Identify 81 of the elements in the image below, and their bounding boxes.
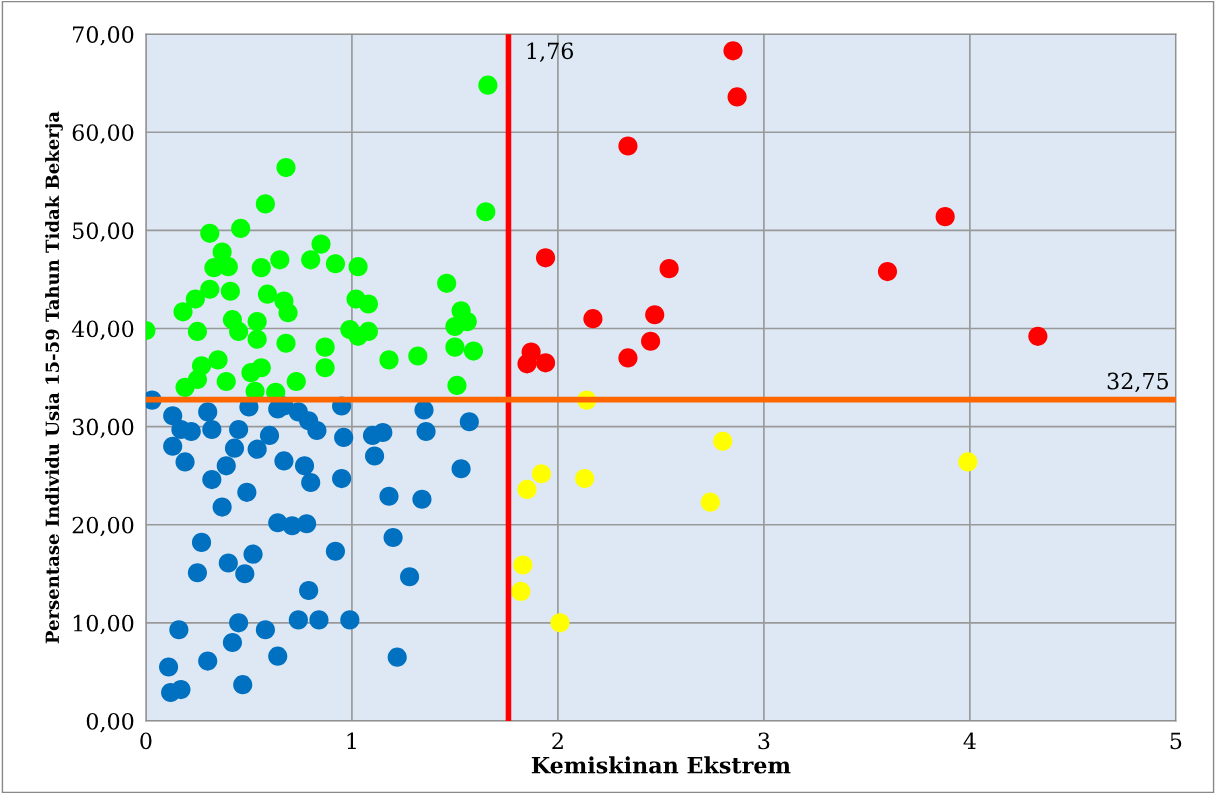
- point: [348, 326, 368, 346]
- ref-line-label: 32,75: [1107, 372, 1168, 393]
- point: [175, 377, 195, 397]
- x-tick-label: 2: [552, 732, 563, 749]
- point: [517, 479, 537, 499]
- point: [358, 294, 378, 314]
- point: [229, 321, 249, 341]
- point: [723, 41, 743, 61]
- point: [348, 257, 368, 277]
- point: [251, 258, 271, 278]
- point: [659, 259, 679, 279]
- point: [231, 218, 251, 238]
- ref-line-label: 1,76: [527, 42, 574, 62]
- point: [257, 284, 278, 304]
- point: [216, 371, 236, 392]
- point: [437, 273, 457, 293]
- point: [445, 337, 465, 357]
- point: [1028, 326, 1048, 346]
- point: [379, 350, 399, 370]
- x-axis-title: Kemiskinan Ekstrem: [531, 756, 791, 774]
- point: [513, 555, 533, 575]
- point: [645, 305, 665, 325]
- point: [204, 258, 224, 278]
- y-tick-label: 20,00: [72, 516, 134, 537]
- point: [700, 492, 720, 512]
- y-tick-label: 0,00: [86, 712, 134, 733]
- point: [535, 248, 556, 268]
- point: [476, 202, 496, 222]
- point: [173, 302, 193, 322]
- y-tick-label: 70,00: [73, 26, 134, 46]
- point: [583, 309, 603, 329]
- point: [311, 234, 331, 254]
- point: [270, 250, 290, 270]
- point: [958, 452, 978, 472]
- point: [247, 312, 267, 332]
- point: [445, 316, 465, 337]
- point: [208, 350, 228, 370]
- x-tick-label: 1: [347, 732, 356, 749]
- point: [478, 75, 498, 95]
- point: [200, 279, 220, 299]
- point: [315, 337, 335, 357]
- point: [935, 207, 955, 227]
- point: [301, 250, 321, 270]
- point: [713, 431, 733, 451]
- point: [276, 158, 296, 178]
- x-tick-label: 0: [140, 732, 152, 750]
- point: [315, 358, 335, 378]
- point: [575, 469, 595, 489]
- point: [641, 331, 661, 351]
- point: [286, 371, 306, 392]
- point: [276, 333, 296, 353]
- y-axis-title: Persentase Individu Usia 15-59 Tahun Tidak Bekerja: [45, 111, 63, 644]
- y-tick-label: 50,00: [73, 222, 134, 242]
- point: [325, 254, 345, 274]
- y-tick-label: 60,00: [72, 124, 134, 144]
- point: [727, 87, 747, 107]
- point: [877, 262, 898, 282]
- point: [535, 353, 556, 373]
- point: [511, 581, 531, 602]
- point: [200, 223, 220, 243]
- point: [550, 613, 570, 633]
- point: [618, 348, 638, 368]
- x-tick-label: 4: [963, 732, 976, 749]
- point: [517, 354, 537, 374]
- y-tick-label: 10,00: [73, 614, 134, 635]
- point: [618, 136, 638, 156]
- point: [278, 303, 298, 323]
- point: [241, 363, 261, 383]
- y-tick-label: 30,00: [72, 418, 134, 439]
- y-tick-label: 40,00: [71, 320, 134, 340]
- point: [187, 321, 207, 341]
- point: [408, 346, 428, 366]
- point: [255, 194, 275, 214]
- point: [220, 281, 240, 301]
- point: [531, 464, 551, 484]
- point: [463, 341, 484, 361]
- point: [447, 375, 467, 395]
- x-tick-label: 3: [758, 732, 770, 750]
- point: [185, 289, 205, 309]
- point: [247, 329, 267, 349]
- x-tick-label: 5: [1170, 732, 1182, 750]
